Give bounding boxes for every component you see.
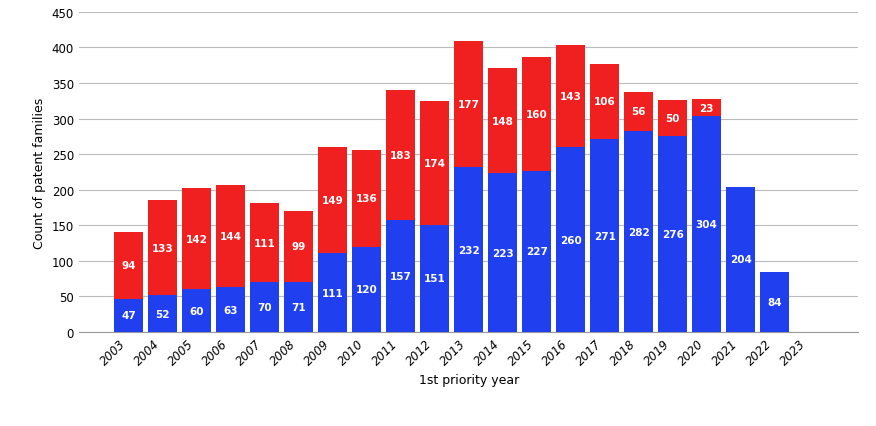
Text: 304: 304 [696, 219, 717, 229]
Text: 232: 232 [458, 245, 479, 255]
Bar [590, 65, 619, 140]
Bar [386, 221, 415, 332]
Text: 174: 174 [424, 158, 446, 168]
Text: 157: 157 [390, 271, 412, 282]
Bar [251, 204, 279, 282]
Bar [182, 290, 211, 332]
Bar [522, 58, 551, 171]
Text: 143: 143 [560, 92, 582, 102]
Bar [522, 171, 551, 332]
Bar [284, 212, 313, 282]
Bar [488, 174, 517, 332]
X-axis label: 1st priority year: 1st priority year [419, 373, 519, 386]
Text: 227: 227 [526, 247, 548, 257]
Bar [318, 253, 347, 332]
Bar [284, 282, 313, 332]
Text: 260: 260 [560, 235, 582, 245]
Bar [148, 201, 177, 295]
Bar [658, 136, 687, 332]
Text: 148: 148 [491, 116, 513, 127]
Bar [726, 187, 755, 332]
Text: 142: 142 [186, 234, 208, 244]
Bar [182, 189, 211, 290]
Bar [488, 69, 517, 174]
Bar [692, 116, 721, 332]
Text: 276: 276 [661, 229, 683, 239]
Text: 120: 120 [356, 285, 378, 295]
Bar [352, 150, 381, 247]
Text: 282: 282 [628, 227, 649, 237]
Bar [625, 132, 653, 332]
Text: 63: 63 [223, 305, 238, 315]
Text: 160: 160 [526, 109, 548, 119]
Bar [251, 282, 279, 332]
Bar [658, 101, 687, 136]
Bar [420, 225, 449, 332]
Text: 133: 133 [152, 243, 173, 253]
Y-axis label: Count of patent families: Count of patent families [33, 97, 46, 248]
Text: 271: 271 [594, 231, 616, 241]
Text: 60: 60 [189, 306, 204, 316]
Bar [760, 273, 789, 332]
Bar [216, 185, 245, 288]
Text: 111: 111 [254, 238, 276, 248]
Bar [114, 232, 143, 299]
Bar [148, 295, 177, 332]
Text: 84: 84 [767, 297, 782, 308]
Text: 151: 151 [424, 273, 446, 284]
Text: 136: 136 [356, 194, 378, 204]
Text: 47: 47 [122, 311, 136, 321]
Text: 71: 71 [292, 302, 306, 312]
Text: 177: 177 [457, 100, 480, 110]
Bar [556, 46, 585, 148]
Text: 23: 23 [699, 103, 714, 113]
Text: 149: 149 [321, 196, 343, 206]
Bar [386, 91, 415, 221]
Text: 223: 223 [491, 248, 513, 258]
Text: 56: 56 [632, 107, 646, 117]
Text: 144: 144 [220, 231, 242, 242]
Bar [352, 247, 381, 332]
Bar [455, 42, 483, 167]
Text: 52: 52 [155, 309, 170, 319]
Bar [114, 299, 143, 332]
Text: 99: 99 [292, 242, 306, 252]
Text: 111: 111 [321, 288, 343, 298]
Bar [692, 100, 721, 116]
Bar [590, 140, 619, 332]
Text: 50: 50 [666, 114, 680, 124]
Bar [455, 167, 483, 332]
Text: 106: 106 [594, 97, 616, 107]
Bar [556, 148, 585, 332]
Bar [420, 101, 449, 225]
Text: 183: 183 [390, 151, 412, 161]
Bar [625, 92, 653, 132]
Text: 94: 94 [122, 261, 136, 271]
Bar [318, 148, 347, 253]
Text: 70: 70 [258, 302, 272, 312]
Text: 204: 204 [730, 255, 752, 265]
Bar [216, 288, 245, 332]
